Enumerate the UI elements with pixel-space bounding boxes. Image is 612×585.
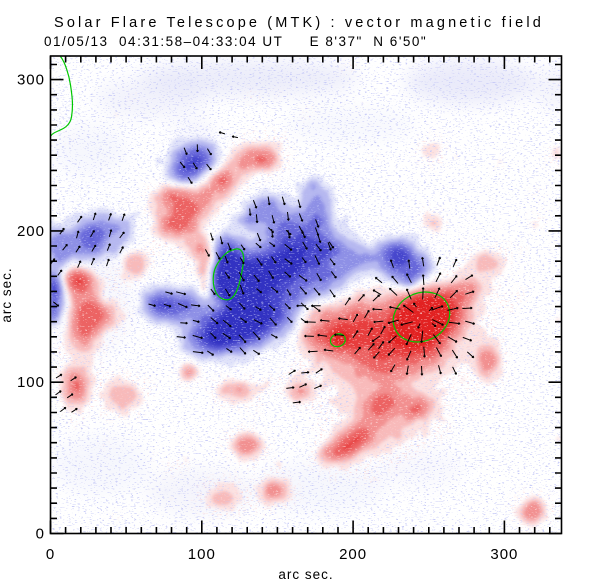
svg-text:01/05/13 04:31:58–04:33:04 UT: 01/05/13 04:31:58–04:33:04 UT E 8'37" N … — [44, 34, 427, 49]
svg-text:300: 300 — [17, 72, 45, 89]
svg-text:100: 100 — [188, 546, 216, 563]
svg-text:Solar Flare Telescope (MTK) :: Solar Flare Telescope (MTK) : vector mag… — [54, 15, 544, 31]
svg-text:200: 200 — [339, 546, 367, 563]
svg-text:300: 300 — [490, 546, 518, 563]
svg-text:0: 0 — [36, 526, 45, 543]
svg-text:0: 0 — [46, 546, 55, 563]
svg-text:100: 100 — [17, 374, 45, 391]
svg-text:200: 200 — [17, 223, 45, 240]
svg-text:arc sec.: arc sec. — [0, 267, 14, 322]
svg-text:arc sec.: arc sec. — [278, 567, 333, 582]
